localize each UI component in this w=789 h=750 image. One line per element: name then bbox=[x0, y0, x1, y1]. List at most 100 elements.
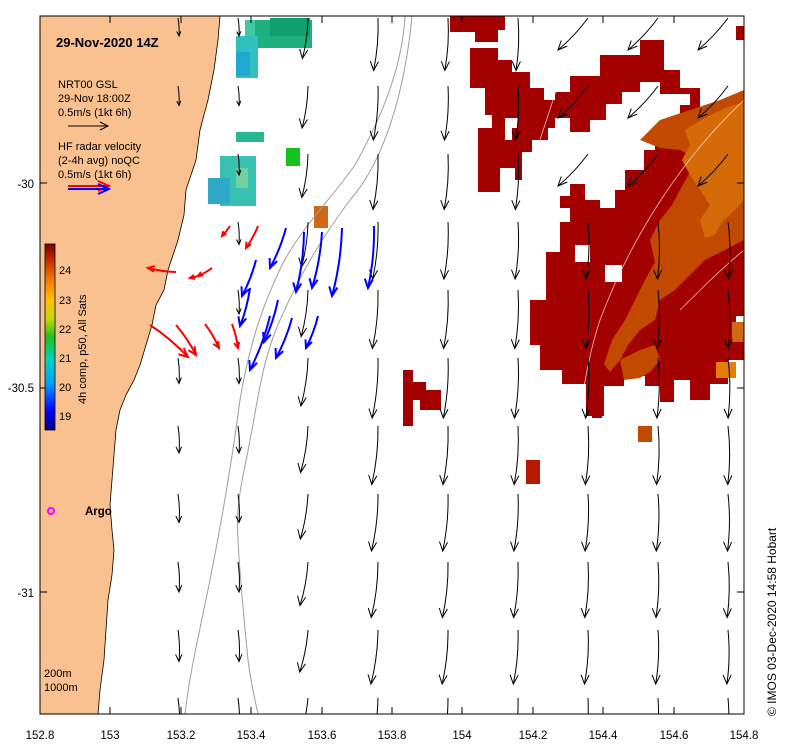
model-current-arrow bbox=[439, 289, 449, 350]
model-current-arrow bbox=[581, 357, 591, 420]
legend-radar-line1: HF radar velocity bbox=[58, 141, 142, 153]
model-current-arrow bbox=[581, 425, 591, 486]
x-tick-label: 154.8 bbox=[730, 730, 759, 742]
y-tick-label: -31 bbox=[17, 588, 34, 600]
model-current-arrow bbox=[376, 697, 379, 714]
colorbar-tick: 22 bbox=[59, 324, 71, 336]
model-current-arrow bbox=[440, 221, 450, 281]
model-current-arrow bbox=[175, 493, 183, 524]
model-current-arrow bbox=[653, 221, 663, 281]
model-current-arrow bbox=[236, 221, 242, 246]
model-current-arrow bbox=[439, 425, 449, 486]
model-current-arrow bbox=[657, 697, 660, 714]
bathymetry-contours bbox=[184, 16, 413, 714]
model-current-arrow bbox=[297, 493, 309, 541]
model-current-arrow bbox=[439, 493, 449, 553]
model-current-arrow bbox=[627, 17, 659, 51]
model-current-arrow bbox=[582, 221, 592, 281]
legend-model-name: NRT00 GSL bbox=[58, 79, 118, 91]
model-current-arrow bbox=[723, 493, 733, 553]
colorbar-tick: 19 bbox=[59, 411, 71, 423]
model-current-arrow bbox=[511, 153, 521, 211]
radar-arrow-blue bbox=[262, 299, 279, 345]
model-current-arrow bbox=[235, 425, 242, 455]
model-current-arrow bbox=[509, 629, 519, 686]
radar-arrow-red bbox=[244, 225, 259, 251]
model-current-arrow bbox=[236, 153, 242, 177]
model-current-arrow bbox=[438, 629, 449, 686]
x-axis-labels: 152.8 153 153.2 153.4 153.6 153.8 154 15… bbox=[26, 730, 759, 742]
land-mass bbox=[40, 16, 221, 714]
model-current-arrows bbox=[175, 17, 734, 714]
model-current-arrow bbox=[235, 561, 243, 594]
argo-float: Argo bbox=[47, 506, 112, 518]
model-current-arrow bbox=[237, 697, 240, 714]
colorbar-tick: 21 bbox=[59, 353, 71, 365]
x-tick-label: 154.2 bbox=[519, 730, 548, 742]
legend-radar-line2: (2-4h avg) noQC bbox=[58, 155, 140, 167]
model-current-arrow bbox=[651, 561, 661, 619]
model-current-arrow bbox=[511, 17, 521, 72]
legend-radar-arrow-icon bbox=[68, 180, 112, 195]
model-current-arrow bbox=[176, 17, 182, 38]
axis-ticks bbox=[39, 16, 745, 714]
model-current-arrow bbox=[722, 629, 732, 686]
x-tick-label: 153.6 bbox=[308, 730, 337, 742]
model-current-arrow bbox=[510, 493, 520, 553]
model-current-arrow bbox=[368, 425, 379, 486]
sst-warm-patch bbox=[403, 16, 744, 484]
radar-arrow-red bbox=[204, 323, 221, 351]
model-current-arrow bbox=[446, 697, 449, 714]
model-current-arrow bbox=[175, 357, 182, 385]
model-current-arrow bbox=[438, 561, 449, 619]
bathy-legend-1000: 1000m bbox=[44, 682, 78, 694]
model-current-arrow bbox=[511, 85, 521, 142]
radar-arrow-blue bbox=[304, 315, 319, 351]
model-current-arrow bbox=[509, 561, 519, 619]
model-current-arrow bbox=[724, 221, 734, 281]
sst-cool-patch bbox=[208, 18, 328, 228]
model-current-arrow bbox=[236, 85, 242, 107]
model-current-arrow bbox=[439, 357, 449, 420]
imos-credit: © IMOS 03-Dec-2020 14:58 Hobart bbox=[765, 527, 779, 716]
x-tick-label: 154.6 bbox=[660, 730, 689, 742]
colorbar-tick: 23 bbox=[59, 295, 71, 307]
y-tick-label: -30 bbox=[17, 179, 34, 191]
radar-arrow-blue bbox=[363, 225, 376, 291]
radar-current-arrows bbox=[145, 225, 376, 373]
sst-colorbar: 24 23 22 21 20 19 4h comp, p50, All Sats bbox=[44, 243, 89, 431]
model-current-arrow bbox=[177, 697, 180, 714]
bathy-legend: 200m 1000m bbox=[44, 668, 78, 694]
legend-model-scale: 0.5m/s (1kt 6h) bbox=[58, 107, 131, 119]
y-tick-label: -30.5 bbox=[8, 383, 34, 395]
x-tick-label: 154.4 bbox=[589, 730, 618, 742]
x-tick-label: 153 bbox=[100, 730, 119, 742]
model-current-arrow bbox=[297, 561, 309, 607]
radar-arrow-red bbox=[187, 274, 199, 280]
legend: NRT00 GSL 29-Nov 18:00Z 0.5m/s (1kt 6h) … bbox=[58, 79, 142, 195]
model-current-arrow bbox=[175, 629, 183, 663]
model-current-arrow bbox=[235, 493, 243, 524]
model-current-arrow bbox=[440, 17, 450, 72]
model-current-arrow bbox=[369, 17, 379, 72]
model-current-arrow bbox=[369, 153, 379, 211]
model-current-arrow bbox=[697, 85, 729, 119]
radar-arrow-blue bbox=[308, 231, 323, 291]
model-current-arrow bbox=[510, 357, 520, 420]
radar-arrow-red bbox=[149, 324, 190, 359]
x-tick-label: 153.4 bbox=[237, 730, 266, 742]
model-current-arrow bbox=[510, 289, 520, 350]
radar-arrow-red bbox=[175, 324, 198, 358]
model-current-arrow bbox=[368, 289, 379, 350]
legend-model-arrow-icon bbox=[68, 121, 110, 131]
bathy-legend-200: 200m bbox=[44, 668, 72, 680]
model-current-arrow bbox=[723, 289, 733, 350]
x-tick-label: 153.8 bbox=[378, 730, 407, 742]
legend-radar-scale: 0.5m/s (1kt 6h) bbox=[58, 169, 131, 181]
model-current-arrow bbox=[235, 357, 242, 385]
model-current-arrow bbox=[581, 493, 591, 553]
radar-arrow-blue bbox=[292, 231, 305, 295]
model-current-arrow bbox=[627, 153, 659, 187]
sst-contours bbox=[519, 16, 744, 411]
